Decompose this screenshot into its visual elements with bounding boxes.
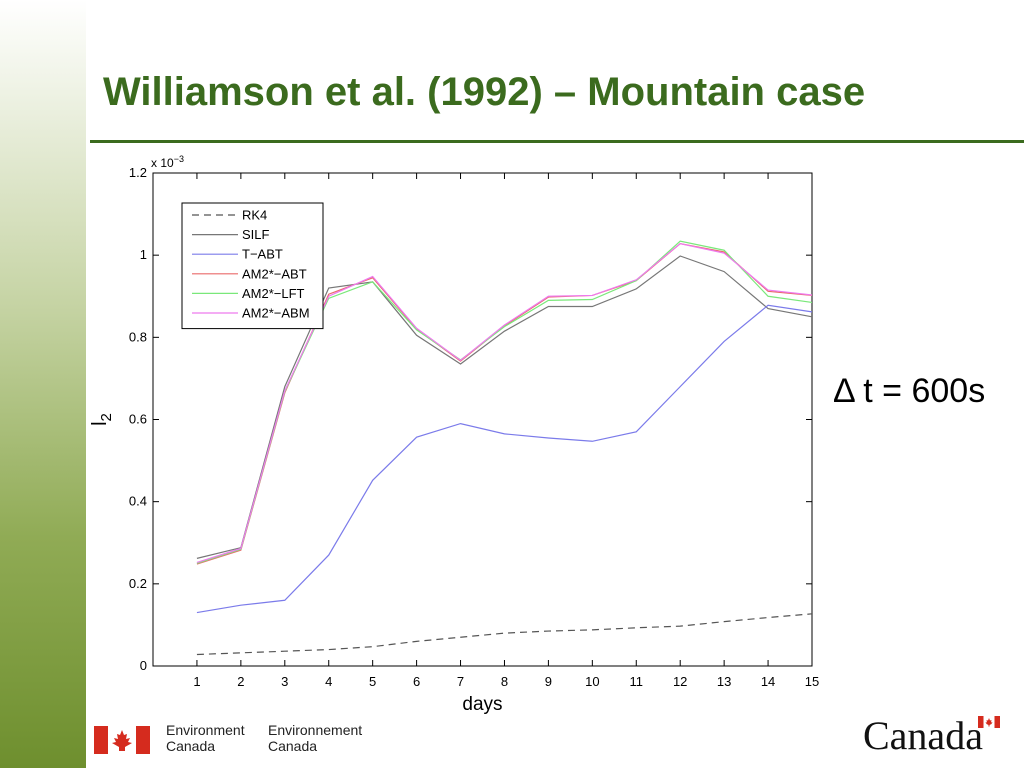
slide-title: Williamson et al. (1992) – Mountain case — [103, 70, 866, 114]
y-tick-label: 1 — [140, 247, 147, 262]
x-tick-label: 14 — [761, 674, 775, 689]
time-step-annotation: Δ t = 600s — [833, 372, 986, 410]
canada-flag-icon — [94, 726, 150, 754]
y-tick-label: 0.4 — [129, 494, 147, 509]
dept-name-fr: Environnement Canada — [268, 722, 362, 754]
x-tick-label: 10 — [585, 674, 599, 689]
side-gradient-bar — [0, 0, 86, 768]
y-scale-note: x 10−3 — [151, 154, 184, 170]
series-lines — [196, 240, 813, 656]
x-tick-label: 3 — [281, 674, 288, 689]
x-axis: 1 2 3 4 5 6 7 8 9 10 11 12 13 14 15 — [193, 173, 819, 689]
series-line-5 — [196, 243, 813, 564]
legend-label-2: T−ABT — [242, 247, 283, 262]
series-line-0 — [196, 613, 813, 656]
chart: 00.20.40.60.811.2 1 2 3 4 5 6 7 8 9 10 11 12 13 14 15 … — [89, 154, 819, 715]
y-tick-label: 0.2 — [129, 576, 147, 591]
x-tick-label: 13 — [717, 674, 731, 689]
y-axis-label: l2 — [89, 413, 115, 426]
x-tick-label: 11 — [630, 674, 644, 689]
x-tick-label: 8 — [501, 674, 508, 689]
y-tick-label: 1.2 — [129, 165, 147, 180]
y-tick-label: 0.6 — [129, 412, 147, 427]
x-tick-label: 2 — [237, 674, 244, 689]
legend-label-3: AM2*−ABT — [242, 266, 307, 281]
x-tick-label: 6 — [413, 674, 420, 689]
legend-label-5: AM2*−ABM — [242, 306, 310, 321]
y-tick-label: 0 — [140, 658, 147, 673]
x-tick-label: 5 — [369, 674, 376, 689]
legend-label-4: AM2*−LFT — [242, 286, 305, 301]
canada-wordmark: Canada — [863, 713, 983, 758]
dept-en-line1: Environment — [166, 722, 245, 738]
dept-fr-line1: Environnement — [268, 722, 363, 738]
dept-en-line2: Canada — [166, 738, 216, 754]
x-tick-label: 4 — [325, 674, 332, 689]
x-tick-label: 12 — [673, 674, 687, 689]
y-tick-label: 0.8 — [129, 329, 147, 344]
x-tick-label: 9 — [545, 674, 552, 689]
x-tick-label: 15 — [805, 674, 819, 689]
y-axis: 0 0.2 0.4 0.6 0.8 1 1.2 — [129, 165, 812, 673]
legend-box — [181, 202, 324, 330]
dept-fr-line2: Canada — [268, 738, 318, 754]
x-tick-label: 1 — [193, 674, 200, 689]
series-line-1 — [196, 255, 813, 559]
legend-label-0: RK4 — [242, 208, 267, 223]
x-tick-label: 7 — [457, 674, 464, 689]
legend: RK4 SILF T−ABT AM2*−ABT AM2*−LFT AM2*−ABM — [181, 202, 324, 330]
series-line-2 — [196, 304, 813, 614]
title-rule — [90, 140, 1024, 143]
x-axis-label: days — [462, 694, 502, 715]
dept-name-en: Environment Canada — [166, 722, 245, 754]
wordmark-flag-icon — [978, 716, 1000, 728]
legend-label-1: SILF — [242, 227, 270, 242]
